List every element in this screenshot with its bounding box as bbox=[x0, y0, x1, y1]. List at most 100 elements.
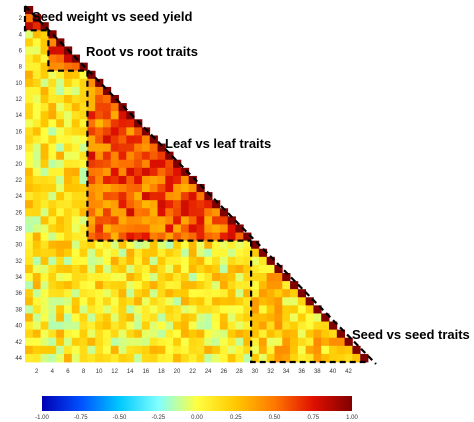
heatmap-cell bbox=[204, 240, 213, 250]
heatmap-cell bbox=[165, 264, 174, 274]
heatmap-cell bbox=[56, 135, 65, 144]
heatmap-cell bbox=[219, 305, 229, 314]
heatmap-cell bbox=[180, 216, 190, 225]
heatmap-cell bbox=[336, 329, 346, 339]
y-tick-label: 10 bbox=[15, 81, 22, 87]
heatmap-cell bbox=[258, 256, 268, 266]
heatmap-cell bbox=[134, 353, 143, 363]
heatmap-cell bbox=[40, 143, 49, 153]
heatmap-cell bbox=[180, 281, 190, 290]
heatmap-cell bbox=[110, 329, 119, 339]
heatmap-cell bbox=[165, 329, 174, 339]
heatmap-cell bbox=[149, 329, 158, 339]
heatmap-cell bbox=[188, 256, 197, 266]
heatmap-cell bbox=[141, 289, 151, 298]
heatmap-cell bbox=[32, 103, 41, 112]
color-scale-tick-label: -0.50 bbox=[113, 415, 127, 421]
heatmap-cell bbox=[165, 345, 174, 355]
heatmap-cell bbox=[118, 289, 127, 298]
heatmap-cell bbox=[87, 329, 96, 339]
heatmap-cell bbox=[180, 175, 190, 185]
heatmap-cell bbox=[141, 281, 151, 290]
heatmap-cell bbox=[126, 208, 135, 217]
heatmap-cell bbox=[313, 353, 322, 363]
heatmap-cell bbox=[118, 305, 127, 314]
y-tick-label: 44 bbox=[15, 356, 22, 362]
heatmap-cell bbox=[71, 289, 80, 298]
heatmap-cell bbox=[48, 256, 57, 266]
heatmap-cell bbox=[141, 264, 151, 274]
heatmap-cell bbox=[40, 119, 49, 128]
heatmap-cell bbox=[79, 337, 88, 347]
heatmap-cell bbox=[173, 345, 182, 355]
heatmap-cell bbox=[204, 200, 213, 209]
heatmap-cell bbox=[227, 240, 236, 250]
heatmap-cell bbox=[102, 345, 112, 355]
heatmap-cell bbox=[188, 264, 197, 274]
heatmap-cell bbox=[32, 248, 41, 258]
heatmap-cell bbox=[305, 297, 314, 306]
heatmap-cell bbox=[40, 353, 49, 363]
heatmap-cell bbox=[212, 208, 221, 217]
heatmap-cell bbox=[219, 240, 229, 250]
heatmap-cell bbox=[243, 240, 252, 250]
heatmap-cell bbox=[282, 281, 291, 290]
block-label-1: Seed weight vs seed yield bbox=[32, 9, 192, 24]
heatmap-cell bbox=[173, 248, 182, 258]
heatmap-cell bbox=[87, 289, 96, 298]
heatmap-cell bbox=[141, 240, 151, 250]
heatmap-cell bbox=[48, 38, 57, 47]
heatmap-cell bbox=[118, 297, 127, 306]
heatmap-cell bbox=[87, 313, 96, 322]
heatmap-cell bbox=[134, 143, 143, 153]
heatmap-cell bbox=[297, 353, 307, 363]
heatmap-cell bbox=[48, 95, 57, 104]
heatmap-cell bbox=[352, 353, 361, 363]
heatmap-cell bbox=[212, 313, 221, 322]
heatmap-cell bbox=[32, 281, 41, 290]
heatmap-cell bbox=[188, 240, 197, 250]
heatmap-cell bbox=[56, 159, 65, 169]
heatmap-cell bbox=[134, 321, 143, 331]
heatmap-cell bbox=[188, 305, 197, 314]
heatmap-cell bbox=[126, 313, 135, 322]
heatmap-cell bbox=[165, 159, 174, 169]
heatmap-cell bbox=[48, 111, 57, 120]
heatmap-cell bbox=[157, 159, 166, 169]
heatmap-cell bbox=[126, 175, 135, 185]
heatmap-cell bbox=[204, 216, 213, 225]
heatmap-cell bbox=[149, 184, 158, 193]
heatmap-cell bbox=[102, 289, 112, 298]
heatmap-cell bbox=[87, 127, 96, 136]
y-tick-label: 20 bbox=[15, 162, 22, 168]
heatmap-cell bbox=[63, 200, 73, 209]
heatmap-cell bbox=[40, 95, 49, 104]
heatmap-cell bbox=[118, 256, 127, 266]
heatmap-cell bbox=[180, 305, 190, 314]
heatmap-cell bbox=[243, 297, 252, 306]
heatmap-cell bbox=[48, 175, 57, 185]
heatmap-cell bbox=[118, 224, 127, 233]
heatmap-cell bbox=[274, 337, 283, 347]
heatmap-cell bbox=[118, 232, 127, 242]
heatmap-cell bbox=[188, 329, 197, 339]
heatmap-cell bbox=[102, 192, 112, 201]
heatmap-cell bbox=[141, 151, 151, 161]
heatmap-cell bbox=[274, 313, 283, 322]
heatmap-cell bbox=[25, 167, 34, 177]
heatmap-cell bbox=[40, 256, 49, 266]
heatmap-cell bbox=[79, 135, 88, 144]
heatmap-cell bbox=[196, 264, 205, 274]
heatmap-cell bbox=[266, 321, 275, 331]
heatmap-cell bbox=[313, 305, 322, 314]
heatmap-cell bbox=[71, 167, 80, 177]
heatmap-cell bbox=[196, 184, 205, 193]
heatmap-cell bbox=[25, 22, 34, 31]
heatmap-cell bbox=[149, 175, 158, 185]
heatmap-cell bbox=[126, 329, 135, 339]
heatmap-cell bbox=[63, 248, 73, 258]
heatmap-cell bbox=[321, 353, 330, 363]
heatmap-cell bbox=[79, 240, 88, 250]
heatmap-cell bbox=[196, 297, 205, 306]
heatmap-cell bbox=[63, 353, 73, 363]
